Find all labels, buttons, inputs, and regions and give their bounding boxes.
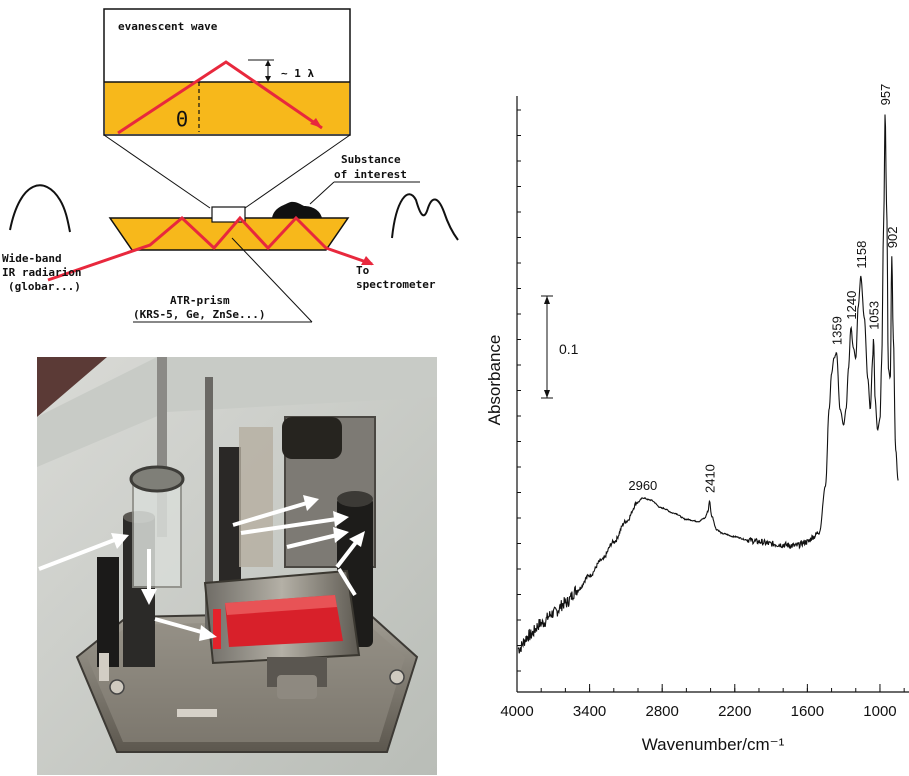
x-tick-label-2800: 2800 xyxy=(645,703,678,720)
x-tick-label-3400: 3400 xyxy=(573,703,606,720)
peak-label-1359: 1359 xyxy=(830,316,845,345)
magnified-beam-arrowhead xyxy=(310,118,322,128)
substance-label-2: of interest xyxy=(334,168,407,181)
substance-blob xyxy=(272,201,322,218)
x-tick-label-2200: 2200 xyxy=(718,703,751,720)
peak-label-1053: 1053 xyxy=(867,301,882,330)
peak-label-1158: 1158 xyxy=(854,241,869,269)
beam-path-arrows xyxy=(38,495,365,641)
magnified-region-marker xyxy=(211,206,246,223)
evanescent-wave-label: evanescent wave xyxy=(118,20,218,33)
prism-beam xyxy=(47,215,373,282)
source-label-1: Wide-band xyxy=(2,252,62,265)
x-tick-labels: 4000 3400 2800 2200 1600 1000 xyxy=(500,703,896,720)
substance-label-1: Substance xyxy=(341,153,401,166)
y-axis-title: Absorbance xyxy=(485,335,504,426)
center-mirror-post xyxy=(219,447,241,617)
peak-label-2410: 2410 xyxy=(702,464,717,493)
magnified-crystal xyxy=(105,82,349,134)
y-minor-ticks xyxy=(517,109,521,672)
ir-spectrum-chart: 4000 3400 2800 2200 1600 1000 Absorbance Wave… xyxy=(485,84,909,754)
source-label-2: IR radiarion xyxy=(2,266,81,279)
x-tick-label-4000: 4000 xyxy=(500,703,533,720)
source-label-3: (globar...) xyxy=(8,280,81,293)
prism-label-2: (KRS-5, Ge, ZnSe...) xyxy=(133,308,265,321)
x-tick-label-1000: 1000 xyxy=(863,703,896,720)
magnified-beam xyxy=(117,60,323,135)
x-tick-label-1600: 1600 xyxy=(791,703,824,720)
atr-schematic: evanescent wave Θ ~ 1 λ Substance of int… xyxy=(2,8,459,323)
photo-corner-dark xyxy=(37,357,107,417)
clamp-knob xyxy=(282,417,342,459)
x-axis-title: Wavenumber/cm⁻¹ xyxy=(642,735,785,754)
scale-bar-label: 0.1 xyxy=(559,341,579,357)
peak-label-957: 957 xyxy=(878,84,893,106)
broadband-spectrum-icon xyxy=(9,184,71,233)
optical-tube xyxy=(132,476,182,588)
spectrum-line xyxy=(517,114,899,654)
peak-label-902: 902 xyxy=(885,226,900,248)
angle-theta-label: Θ xyxy=(176,107,188,131)
prism-pointer-line xyxy=(231,237,313,323)
atr-accessory-photo xyxy=(37,357,437,775)
output-spectrum-icon xyxy=(391,193,459,241)
output-label-1: To xyxy=(356,264,370,277)
depth-label: ~ 1 λ xyxy=(281,67,314,80)
output-label-2: spectrometer xyxy=(356,278,436,291)
peak-label-1240: 1240 xyxy=(844,291,859,320)
peak-label-2960: 2960 xyxy=(628,478,657,493)
x-ticks xyxy=(516,684,905,692)
prism-label-1: ATR-prism xyxy=(170,294,230,307)
prism-beam-arrowhead xyxy=(361,256,374,265)
